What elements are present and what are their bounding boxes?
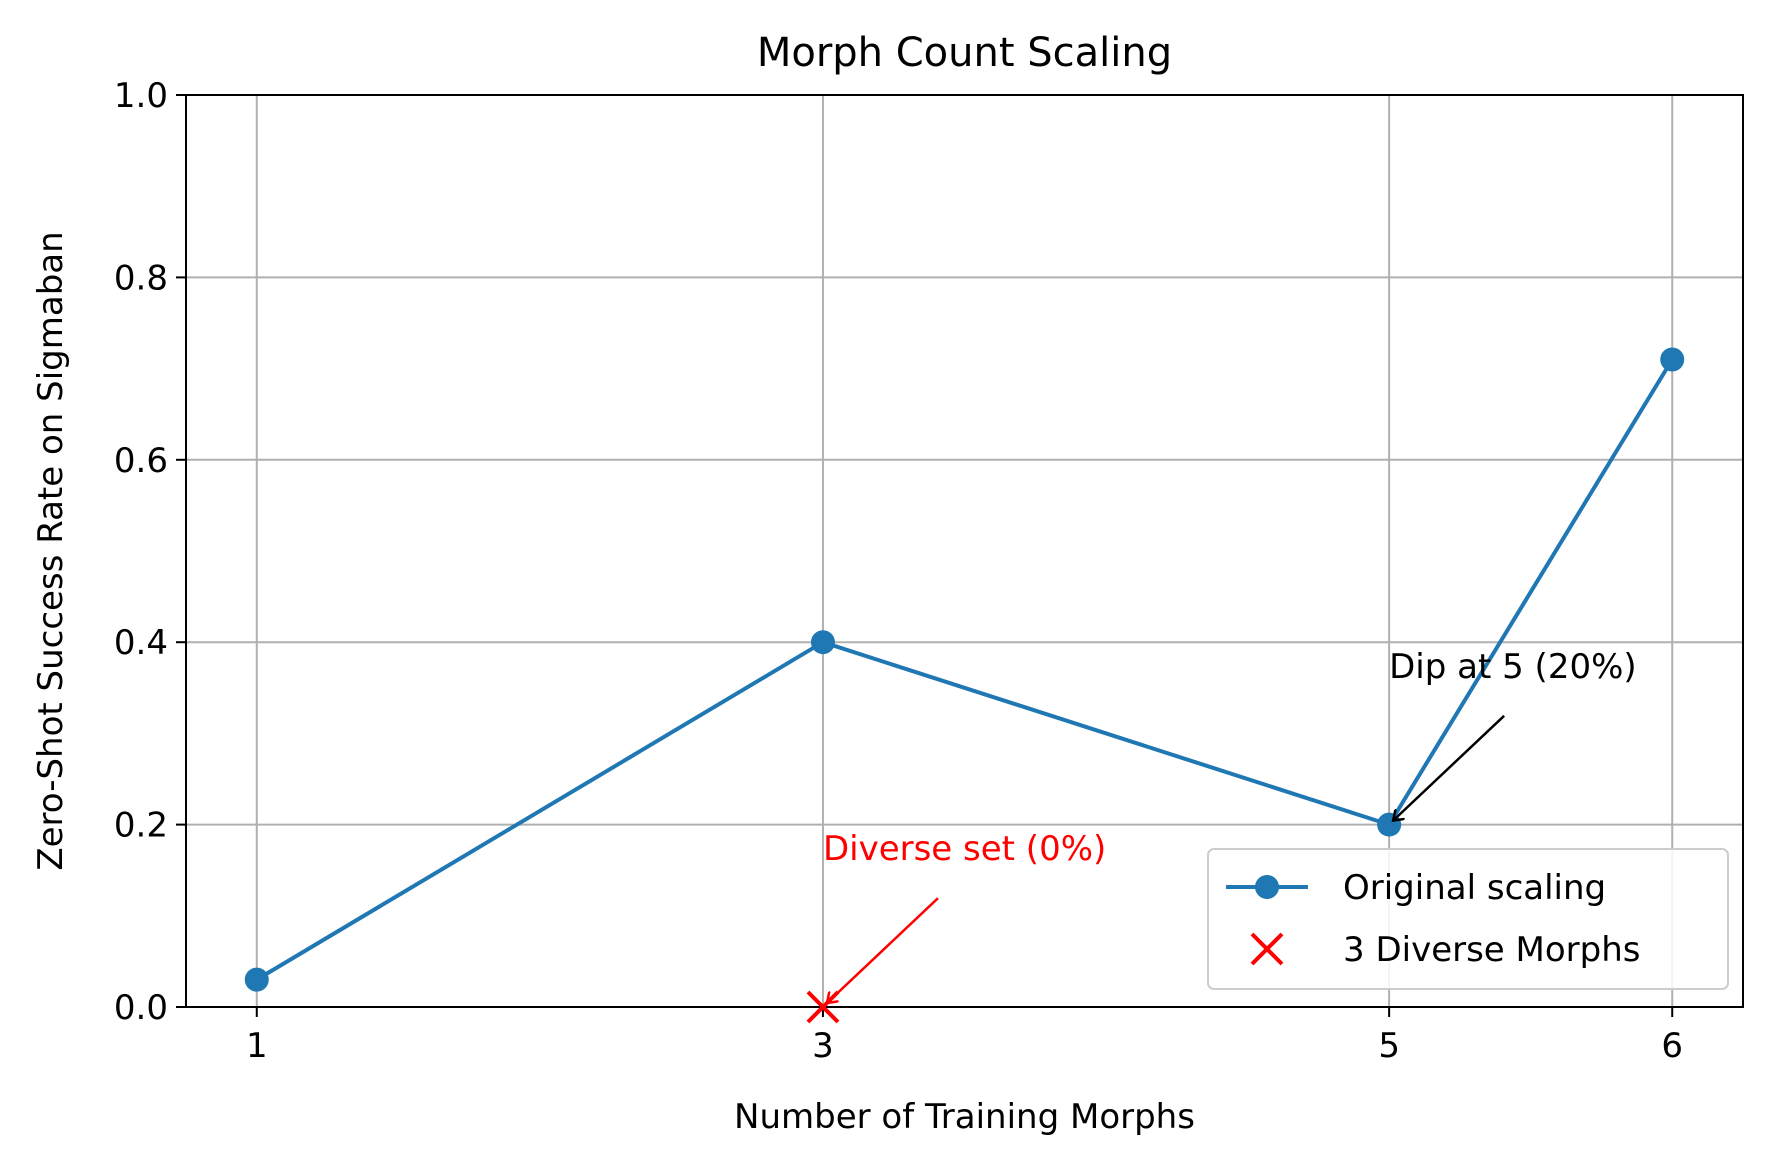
y-tick-label: 1.0 — [114, 76, 168, 116]
legend: Original scaling 3 Diverse Morphs — [1207, 848, 1729, 990]
legend-box — [1207, 848, 1729, 990]
x-axis-label: Number of Training Morphs — [734, 1097, 1195, 1137]
annotation-text: Dip at 5 (20%) — [1389, 647, 1637, 687]
x-marker-stroke — [1250, 932, 1284, 966]
annotation-text: Diverse set (0%) — [823, 829, 1106, 869]
y-axis-label: Zero-Shot Success Rate on Sigmaban — [31, 231, 71, 870]
series-line — [255, 358, 1674, 982]
annotation-arrow — [1393, 714, 1505, 821]
axis-ticks: 1 3 5 6 0.0 0.2 0.4 0.6 0.8 1.0 — [114, 76, 1683, 1066]
legend-label: 3 Diverse Morphs — [1343, 930, 1640, 970]
y-tick-label: 0.6 — [114, 441, 168, 481]
legend-marker-circle — [1255, 875, 1279, 899]
y-tick-label: 0.0 — [114, 988, 168, 1028]
legend-label: Original scaling — [1343, 868, 1606, 908]
legend-x-glyph — [1250, 932, 1284, 966]
chart-title: Morph Count Scaling — [757, 30, 1172, 76]
x-tick-label: 1 — [246, 1026, 268, 1066]
x-tick-label: 3 — [812, 1026, 834, 1066]
y-tick-label: 0.2 — [114, 806, 168, 846]
data-point — [244, 967, 269, 992]
legend-marker-x — [1250, 932, 1284, 966]
y-tick-label: 0.8 — [114, 258, 168, 298]
x-tick-label: 5 — [1378, 1026, 1400, 1066]
annotation-arrow — [827, 897, 939, 1003]
data-point — [1660, 347, 1685, 372]
x-tick-label: 6 — [1661, 1026, 1683, 1066]
plot-area — [185, 94, 1744, 1008]
y-tick-label: 0.4 — [114, 623, 168, 663]
annotations: Dip at 5 (20%) Diverse set (0%) — [823, 647, 1637, 1003]
data-point — [810, 630, 835, 655]
